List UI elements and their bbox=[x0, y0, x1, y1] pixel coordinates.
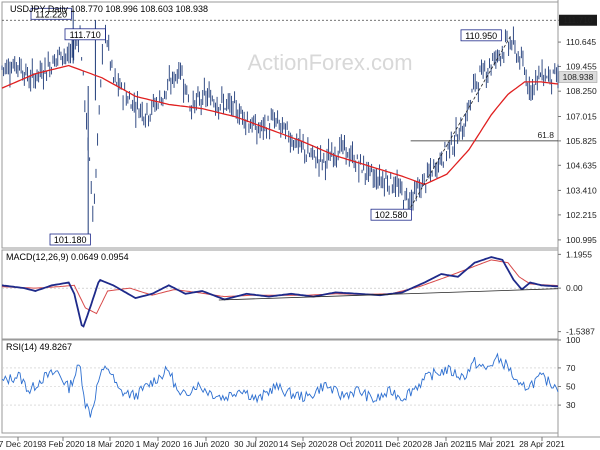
rsi-ytick-label: 70 bbox=[566, 363, 576, 373]
x-tick-label: 28 Jan 2021 bbox=[423, 439, 470, 449]
annotation-102580: 102.580 bbox=[375, 210, 408, 220]
x-tick-label: 15 Mar 2021 bbox=[467, 439, 515, 449]
hline-label: 111.710 bbox=[563, 15, 593, 25]
last-price-label: 108.938 bbox=[563, 72, 594, 82]
annotation-110950: 110.950 bbox=[465, 31, 497, 41]
price-title: USDJPY Daily 108.770 108.996 108.603 108… bbox=[10, 4, 208, 14]
annotation-101180: 101.180 bbox=[54, 235, 87, 245]
rsi-ytick-label: 50 bbox=[566, 382, 576, 392]
annotation-111710: 111.710 bbox=[70, 30, 101, 40]
x-tick-label: 16 Jun 2020 bbox=[183, 439, 230, 449]
rsi-title: RSI(14) 49.8267 bbox=[6, 342, 72, 352]
fib-618-label: 61.8 bbox=[537, 130, 554, 140]
last-price-box bbox=[558, 71, 598, 83]
price-ytick-label: 104.635 bbox=[566, 160, 597, 170]
x-tick-label: 28 Apr 2021 bbox=[519, 439, 565, 449]
macd-title: MACD(12,26,9) 0.0649 0.0954 bbox=[6, 252, 129, 262]
annotation-110950-box bbox=[460, 29, 502, 42]
x-tick-label: 18 Mar 2020 bbox=[86, 439, 134, 449]
x-tick-label: 1 May 2020 bbox=[136, 439, 181, 449]
x-tick-label: 17 Dec 2019 bbox=[0, 439, 42, 449]
annotation-112220: 112.220 bbox=[35, 9, 67, 19]
rally-trendline bbox=[410, 35, 512, 208]
price-ytick-label: 109.455 bbox=[566, 61, 597, 71]
rsi-ytick-label: 30 bbox=[566, 400, 576, 410]
rsi-line bbox=[1, 352, 559, 418]
annotation-112220-box bbox=[30, 7, 72, 20]
x-tick-label: 28 Oct 2020 bbox=[328, 439, 375, 449]
price-ytick-label: 107.015 bbox=[566, 111, 597, 121]
x-tick-label: 3 Feb 2020 bbox=[41, 439, 84, 449]
macd-ytick-label: 1.1955 bbox=[566, 249, 592, 259]
moving-average-line bbox=[1, 64, 559, 186]
macd-ytick-label: 0.00 bbox=[566, 283, 583, 293]
x-tick-label: 30 Jul 2020 bbox=[234, 439, 278, 449]
rsi-ytick-label: 100 bbox=[566, 335, 580, 345]
price-ytick-label: 108.250 bbox=[566, 86, 597, 96]
annotation-101180-box bbox=[49, 233, 91, 246]
x-tick-label: 11 Dec 2020 bbox=[374, 439, 422, 449]
annotation-111710-box bbox=[64, 28, 106, 41]
hline-label-box bbox=[559, 14, 597, 26]
price-ytick-label: 100.995 bbox=[566, 235, 597, 245]
price-ytick-label: 105.825 bbox=[566, 136, 597, 146]
x-tick-label: 14 Sep 2020 bbox=[279, 439, 327, 449]
price-bars bbox=[1, 24, 559, 222]
macd-ytick-label: -1.5387 bbox=[566, 327, 595, 337]
annotation-102580-box bbox=[370, 208, 412, 221]
watermark: ActionForex.com bbox=[247, 50, 412, 75]
macd-trendline bbox=[218, 288, 559, 301]
price-ytick-label: 102.215 bbox=[566, 210, 597, 220]
price-ytick-label: 110.645 bbox=[566, 37, 596, 47]
price-ytick-label: 103.410 bbox=[566, 185, 597, 195]
macd-line bbox=[1, 256, 559, 328]
